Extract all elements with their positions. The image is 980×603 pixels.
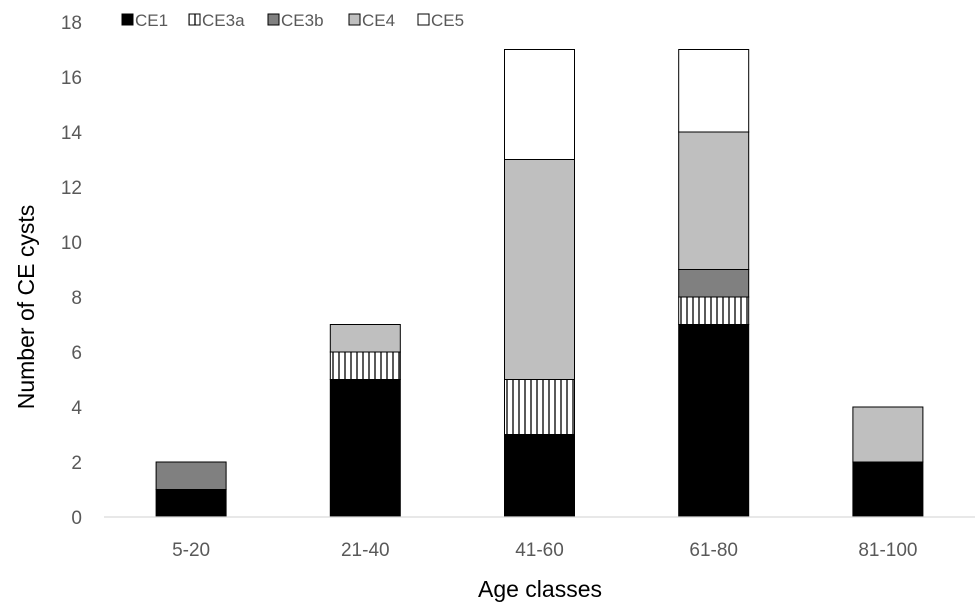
x-tick-label: 61-80 bbox=[689, 540, 738, 561]
y-tick-label: 4 bbox=[71, 398, 82, 419]
bar-segment-ce3a-21-40 bbox=[329, 351, 401, 380]
legend: CE1 CE3a CE3b CE4 CE5 bbox=[121, 11, 464, 30]
legend-swatch-ce5 bbox=[417, 13, 430, 26]
bar-segment-ce4-81-100 bbox=[852, 406, 924, 463]
x-axis-ticks: 5-20 21-40 41-60 61-80 81-100 bbox=[172, 540, 917, 561]
y-tick-label: 12 bbox=[61, 178, 82, 199]
x-tick-label: 21-40 bbox=[341, 540, 390, 561]
x-tick-label: 81-100 bbox=[858, 540, 917, 561]
y-axis-ticks: 0 2 4 6 8 10 12 14 16 18 bbox=[61, 13, 83, 529]
legend-label-ce1: CE1 bbox=[135, 11, 168, 30]
x-tick-label: 41-60 bbox=[515, 540, 564, 561]
legend-label-ce3b: CE3b bbox=[281, 11, 324, 30]
y-tick-label: 8 bbox=[71, 288, 82, 309]
bar-segment-ce3b-61-80 bbox=[678, 269, 750, 298]
y-tick-label: 18 bbox=[61, 13, 82, 34]
legend-swatch-ce4 bbox=[348, 13, 361, 26]
bar-segment-ce3a-61-80 bbox=[678, 296, 750, 325]
bar-segment-ce3b-5-20 bbox=[155, 461, 227, 490]
bar-segment-ce5-61-80 bbox=[678, 49, 750, 133]
bar-segment-ce1-81-100 bbox=[852, 461, 924, 518]
bar-segment-ce4-61-80 bbox=[678, 131, 750, 270]
y-tick-label: 0 bbox=[71, 508, 82, 529]
bar-segment-ce3a-41-60 bbox=[504, 379, 575, 435]
y-tick-label: 6 bbox=[71, 343, 82, 364]
legend-swatch-ce3b bbox=[267, 13, 280, 26]
bar-segment-ce1-5-20 bbox=[155, 489, 227, 518]
x-axis-title: Age classes bbox=[478, 576, 602, 602]
y-tick-label: 16 bbox=[61, 68, 82, 89]
y-tick-label: 14 bbox=[61, 123, 83, 144]
legend-swatch-ce3a bbox=[188, 13, 201, 26]
y-axis-title: Number of CE cysts bbox=[13, 205, 39, 410]
y-tick-label: 2 bbox=[71, 453, 82, 474]
y-tick-label: 10 bbox=[61, 233, 82, 254]
legend-label-ce3a: CE3a bbox=[202, 11, 245, 30]
bar-segment-ce1-61-80 bbox=[678, 324, 750, 518]
bar-segment-ce4-41-60 bbox=[504, 159, 575, 380]
legend-label-ce4: CE4 bbox=[362, 11, 395, 30]
bar-segment-ce5-41-60 bbox=[504, 49, 575, 160]
bar-segment-ce4-21-40 bbox=[329, 324, 401, 353]
bars bbox=[155, 49, 924, 518]
bar-segment-ce1-41-60 bbox=[504, 434, 575, 518]
legend-label-ce5: CE5 bbox=[431, 11, 464, 30]
x-tick-label: 5-20 bbox=[172, 540, 210, 561]
legend-swatch-ce1 bbox=[121, 13, 134, 26]
bar-segment-ce1-21-40 bbox=[329, 379, 401, 518]
